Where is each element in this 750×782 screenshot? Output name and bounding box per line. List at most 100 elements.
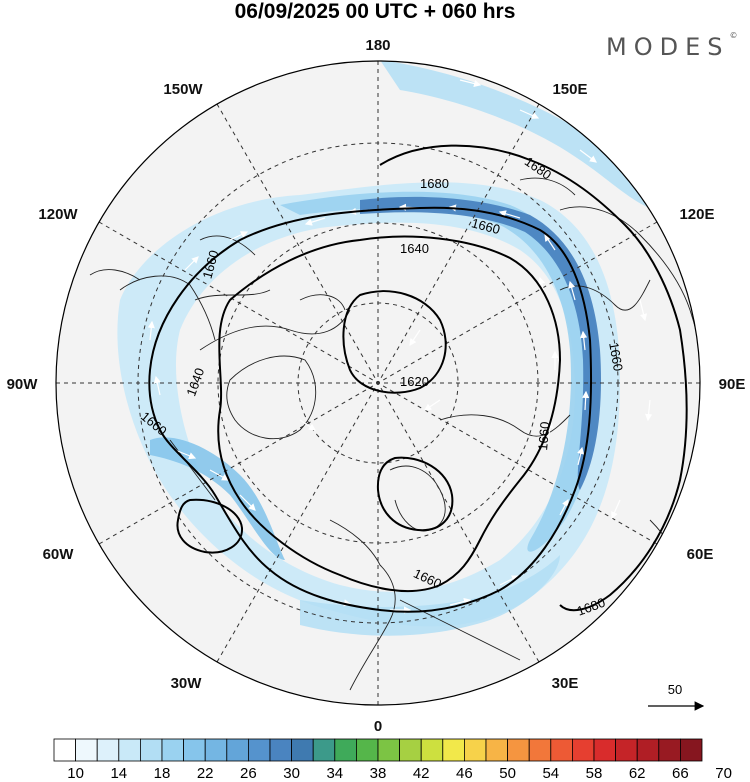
reference-vector: 50 xyxy=(648,682,705,711)
colorbar-tick-label: 34 xyxy=(326,765,343,782)
wind-arrow xyxy=(568,280,576,301)
wind-arrow xyxy=(544,234,556,251)
north-america-coast xyxy=(89,269,216,501)
wind-arrow xyxy=(239,494,256,511)
wind-arrow xyxy=(577,446,585,466)
contour-label: 1660 xyxy=(200,248,222,280)
wind-arrow xyxy=(580,330,588,351)
alaska-coast xyxy=(199,177,576,256)
colorbar-swatch xyxy=(658,738,681,762)
coastlines xyxy=(89,177,700,691)
contour-label: 1660 xyxy=(470,215,502,237)
colorbar-swatch xyxy=(96,738,120,762)
longitude-labels: 180 0 90W 90E 150W 120W 150E 120E 60W 30… xyxy=(7,37,746,735)
lon-label-150w: 150W xyxy=(163,81,203,98)
colorbar-swatch xyxy=(183,738,206,762)
colorbar-swatch xyxy=(226,738,249,762)
colorbar-swatch xyxy=(507,738,530,762)
russia-coast xyxy=(439,279,651,437)
wind-arrow xyxy=(147,320,155,341)
contour-1620-north xyxy=(342,290,447,394)
colorbar-swatch xyxy=(118,738,141,762)
colorbar-swatch xyxy=(312,738,336,762)
contour-1680 xyxy=(379,144,688,612)
colorbar-tick-label: 70 xyxy=(715,765,732,782)
colorbar-swatch xyxy=(355,738,379,762)
colorbar-swatch xyxy=(161,738,185,762)
colorbar-swatch xyxy=(442,738,465,762)
wind-arrow xyxy=(299,419,316,431)
canada-arctic-coast xyxy=(194,289,351,351)
contour-1680-closed xyxy=(176,498,244,554)
wind-arrow xyxy=(519,109,540,119)
brand-mark: © xyxy=(729,31,738,40)
colorbar-swatch xyxy=(75,738,98,762)
height-contours xyxy=(148,144,688,613)
lon-label-90e: 90E xyxy=(719,376,746,393)
colorbar-swatch xyxy=(291,738,314,762)
colorbar-swatch xyxy=(139,738,163,762)
lon-label-0: 0 xyxy=(374,718,382,735)
colorbar-tick-label: 22 xyxy=(197,765,214,782)
wind-arrow xyxy=(153,375,161,396)
wind-arrow xyxy=(546,420,554,441)
colorbar-swatch xyxy=(334,738,357,762)
map-disc: 1680 1680 1660 1640 1660 1640 1620 1660 … xyxy=(56,61,700,705)
colorbar-swatch xyxy=(485,738,509,762)
colorbar-swatch xyxy=(247,738,271,762)
colorbar-swatch xyxy=(636,738,660,762)
colorbar-swatch xyxy=(420,738,444,762)
lon-label-150e: 150E xyxy=(552,81,587,98)
wind-arrow xyxy=(174,449,197,460)
wind-arrow xyxy=(209,469,230,481)
colorbar-tick-label: 10 xyxy=(67,765,84,782)
wind-arrow xyxy=(639,299,648,322)
colorbar-tick-label: 46 xyxy=(456,765,473,782)
lon-label-60e: 60E xyxy=(687,546,714,563)
colorbar-swatch xyxy=(572,738,595,762)
contour-label: 1660 xyxy=(606,341,626,372)
wind-arrow xyxy=(459,79,482,88)
colorbar-swatch xyxy=(399,738,422,762)
colorbar-swatch xyxy=(53,738,77,762)
wind-arrow xyxy=(184,256,199,271)
lon-label-60w: 60W xyxy=(43,546,75,563)
colorbar-tick-label: 66 xyxy=(672,765,689,782)
colorbar-tick-label: 18 xyxy=(154,765,171,782)
lon-label-90w: 90W xyxy=(7,376,39,393)
contour-label: 1640 xyxy=(400,241,429,256)
colorbar-tick-label: 26 xyxy=(240,765,257,782)
wind-speed-shading xyxy=(117,61,660,636)
colorbar-tick-label: 50 xyxy=(499,765,516,782)
colorbar-tick-label: 62 xyxy=(629,765,646,782)
colorbar-tick-label: 54 xyxy=(542,765,559,782)
map-title: 06/09/2025 00 UTC + 060 hrs xyxy=(234,0,516,23)
colorbar-tick-label: 14 xyxy=(110,765,127,782)
wind-arrow xyxy=(304,217,326,226)
colorbar-swatch xyxy=(550,738,573,762)
graticule xyxy=(56,61,700,705)
colorbar-swatch xyxy=(269,738,293,762)
wind-arrow xyxy=(409,329,421,346)
wind-arrow xyxy=(229,231,249,241)
contour-label: 1620 xyxy=(400,374,429,389)
map-border xyxy=(55,60,701,706)
jet-band-light xyxy=(117,182,621,627)
colorbar-swatch xyxy=(615,738,638,762)
contour-1640 xyxy=(217,235,562,593)
jet-core-atlantic xyxy=(150,437,285,560)
scandinavia-coast xyxy=(389,465,446,532)
lon-label-30e: 30E xyxy=(552,675,579,692)
brand-text: MODES xyxy=(606,33,730,61)
colorbar-tick-label: 30 xyxy=(283,765,300,782)
colorbar-tick-label: 58 xyxy=(586,765,603,782)
wind-arrow xyxy=(582,390,590,411)
wind-arrow xyxy=(579,149,597,163)
colorbar-swatch xyxy=(528,738,552,762)
contour-label: 1680 xyxy=(420,176,449,191)
wind-arrow xyxy=(424,399,441,411)
lon-label-120w: 120W xyxy=(38,206,78,223)
lon-label-120e: 120E xyxy=(679,206,714,223)
wind-arrow xyxy=(449,597,472,606)
